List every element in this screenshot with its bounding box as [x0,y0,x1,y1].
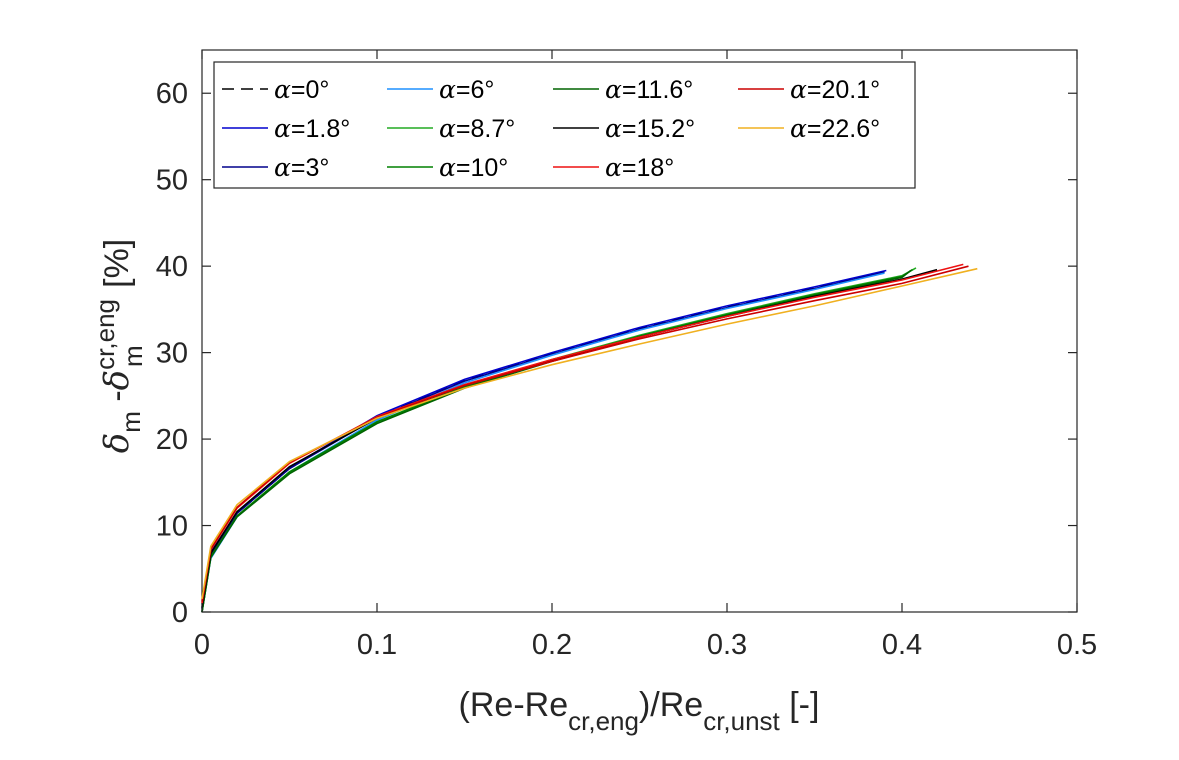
legend-label-value: =20.1° [807,76,880,104]
legend-alpha-symbol: α [605,153,622,182]
legend-label-value: =15.2° [622,115,695,143]
legend-label-8: α=18° [605,153,674,182]
series-line-9 [201,265,969,602]
legend-label-3: α=6° [439,75,494,104]
legend-alpha-symbol: α [439,114,456,143]
series-line-6 [201,269,912,613]
legend-label-10: α=22.6° [790,114,880,143]
legend-label-4: α=8.7° [439,114,515,143]
legend-label-value: =0° [291,76,330,104]
legend-alpha-symbol: α [274,153,291,182]
legend-label-0: α=0° [274,75,329,104]
legend-alpha-symbol: α [274,75,291,104]
y-tick-label: 50 [156,165,188,197]
legend-label-value: =8.7° [456,115,515,143]
tick-layer: 0 0.1 0.2 0.3 0.4 0.5 0 10 20 30 40 50 60 [156,50,1097,661]
legend-label-value: =6° [456,76,495,104]
legend-label-value: =1.8° [291,115,350,143]
y-tick-label: 60 [156,78,188,110]
x-axis-title-part: [-] [780,686,820,724]
y-axis-title-superscript: cr,eng [90,299,120,370]
legend-label-value: =22.6° [807,115,880,143]
series-line-10 [201,267,978,600]
legend-alpha-symbol: α [790,75,807,104]
series-layer [201,263,978,613]
x-axis-title-part: )/Re [639,686,703,724]
y-axis-title: δm -δcr,engm [%] [90,239,148,454]
y-axis-title-delta: δ [97,433,137,453]
legend-label-2: α=3° [274,153,329,182]
y-tick-label: 0 [172,597,188,629]
legend-alpha-symbol: α [439,75,456,104]
x-axis-title-part: (Re-Re [459,686,569,724]
y-tick-label: 10 [156,511,188,543]
legend-label-6: α=11.6° [605,75,693,104]
legend-label-value: =3° [291,154,330,182]
y-axis-title-part: - [98,390,136,411]
y-tick-label: 30 [156,338,188,370]
y-axis-title-subscript: m [116,411,146,433]
legend-alpha-symbol: α [605,75,622,104]
legend-label-value: =11.6° [622,76,693,104]
legend-alpha-symbol: α [274,114,291,143]
x-tick-label: 0 [194,629,210,661]
legend-label-value: =18° [622,154,674,182]
x-tick-label: 0.1 [357,629,397,661]
x-axis-title-subscript: cr,eng [568,706,639,736]
legend-label-5: α=10° [439,153,508,182]
x-axis-title-subscript: cr,unst [703,706,780,736]
legend-alpha-symbol: α [790,114,807,143]
x-axis-title: (Re-Recr,eng)/Recr,unst [-] [459,686,820,736]
y-tick-label: 40 [156,251,188,283]
y-axis-title-subscript: m [118,345,148,367]
x-tick-label: 0.2 [532,629,572,661]
x-tick-label: 0.3 [707,629,747,661]
legend-label-1: α=1.8° [274,114,350,143]
x-tick-label: 0.4 [882,629,922,661]
legend: α=0°α=1.8°α=3°α=6°α=8.7°α=10°α=11.6°α=15… [213,61,916,189]
y-axis-title-delta: δ [97,370,137,390]
legend-label-7: α=15.2° [605,114,695,143]
legend-alpha-symbol: α [439,153,456,182]
legend-label-value: =10° [456,154,508,182]
x-tick-label: 0.5 [1057,629,1097,661]
legend-alpha-symbol: α [605,114,622,143]
y-axis-title-part: [%] [98,239,136,298]
y-tick-label: 20 [156,424,188,456]
legend-label-9: α=20.1° [790,75,880,104]
